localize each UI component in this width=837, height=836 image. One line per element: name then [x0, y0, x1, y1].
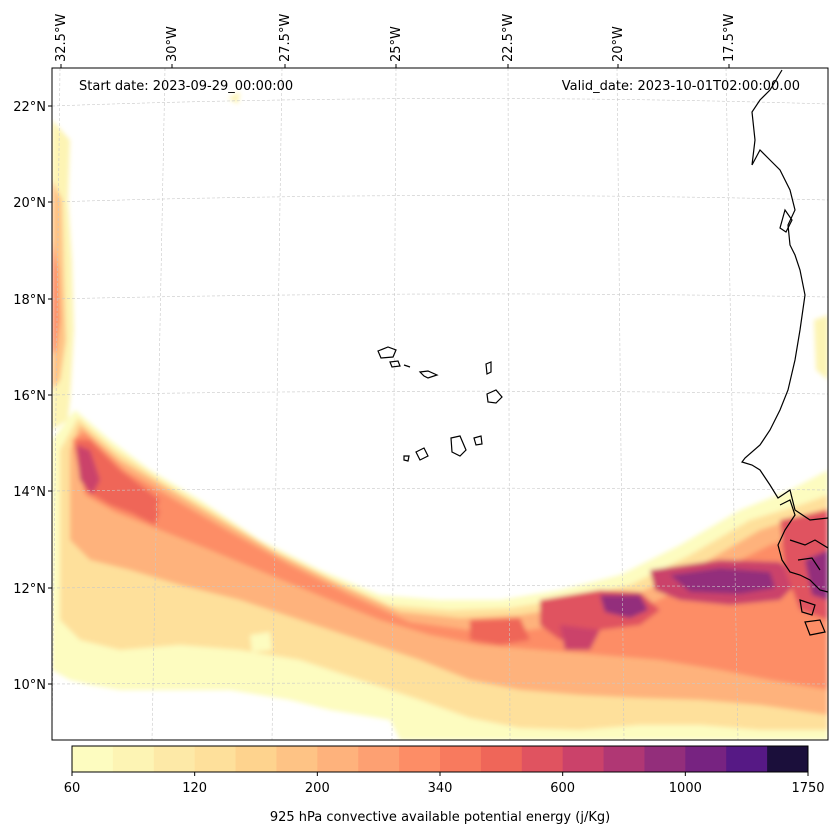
colorbar-segment — [72, 746, 114, 772]
colorbar-segment — [440, 746, 482, 772]
lat-label: 16°N — [13, 389, 46, 404]
colorbar-segment — [726, 746, 768, 772]
colorbar-tick-label: 120 — [182, 781, 207, 796]
coastlines — [741, 69, 828, 636]
lon-label: 25°W — [389, 26, 404, 62]
colorbar-segment — [644, 746, 686, 772]
map-border — [51, 67, 829, 741]
colorbar-segment — [562, 746, 605, 772]
lat-label: 12°N — [13, 582, 46, 597]
colorbar-tick-label: 600 — [550, 781, 575, 796]
colorbar-ticks: 60 120 200 340 600 1000 1750 — [64, 772, 825, 796]
colorbar-tick-label: 1750 — [791, 781, 824, 796]
island-boa-vista — [486, 389, 503, 404]
lat-label: 20°N — [13, 196, 46, 211]
lat-label: 18°N — [13, 293, 46, 308]
island-brava — [403, 455, 410, 462]
cape-fill — [52, 92, 828, 740]
lat-label: 10°N — [13, 678, 46, 693]
colorbar-segment — [480, 746, 523, 772]
colorbar-segment — [317, 746, 359, 772]
colorbar-segment — [521, 746, 564, 772]
colorbar-segment — [194, 746, 237, 772]
colorbar-tick-label: 60 — [64, 781, 81, 796]
lon-label: 32.5°W — [54, 14, 69, 62]
colorbar-tick-label: 200 — [305, 781, 330, 796]
cape-verde-islands — [377, 346, 503, 462]
island-santo-antao — [377, 346, 397, 359]
start-date-label: Start date: 2023-09-29_00:00:00 — [79, 79, 293, 94]
colorbar — [71, 745, 809, 773]
longitude-labels: 32.5°W 30°W 27.5°W 25°W 22.5°W 20°W 17.5°W — [54, 14, 737, 68]
lat-label: 14°N — [13, 485, 46, 500]
island-sal — [485, 361, 492, 375]
lon-label: 17.5°W — [722, 14, 737, 62]
lon-label: 20°W — [611, 26, 626, 62]
colorbar-tick-label: 340 — [428, 781, 453, 796]
island-sao-vicente — [389, 360, 401, 368]
colorbar-segment — [235, 746, 277, 772]
lat-label: 22°N — [13, 100, 46, 115]
island-sao-nicolau — [418, 370, 439, 379]
lon-label: 22.5°W — [501, 14, 516, 62]
colorbar-segment — [112, 746, 155, 772]
colorbar-tick-label: 1000 — [669, 781, 702, 796]
colorbar-segment — [276, 746, 318, 772]
valid-date-label: Valid_date: 2023-10-01T02:00:00.00 — [562, 79, 800, 94]
colorbar-label: 925 hPa convective available potential e… — [270, 810, 610, 825]
colorbar-segment — [767, 746, 809, 772]
gridlines — [52, 68, 828, 740]
lon-label: 30°W — [165, 26, 180, 62]
island-santiago — [450, 435, 467, 457]
colorbar-segment — [685, 746, 727, 772]
lon-label: 27.5°W — [278, 14, 293, 62]
island-maio — [473, 435, 483, 446]
colorbar-segment — [358, 746, 400, 772]
colorbar-segment — [153, 746, 196, 772]
island-fogo — [415, 447, 429, 461]
colorbar-segment — [603, 746, 645, 772]
colorbar-segment — [399, 746, 441, 772]
latitude-labels: 22°N 20°N 18°N 16°N 14°N 12°N 10°N — [13, 100, 52, 693]
